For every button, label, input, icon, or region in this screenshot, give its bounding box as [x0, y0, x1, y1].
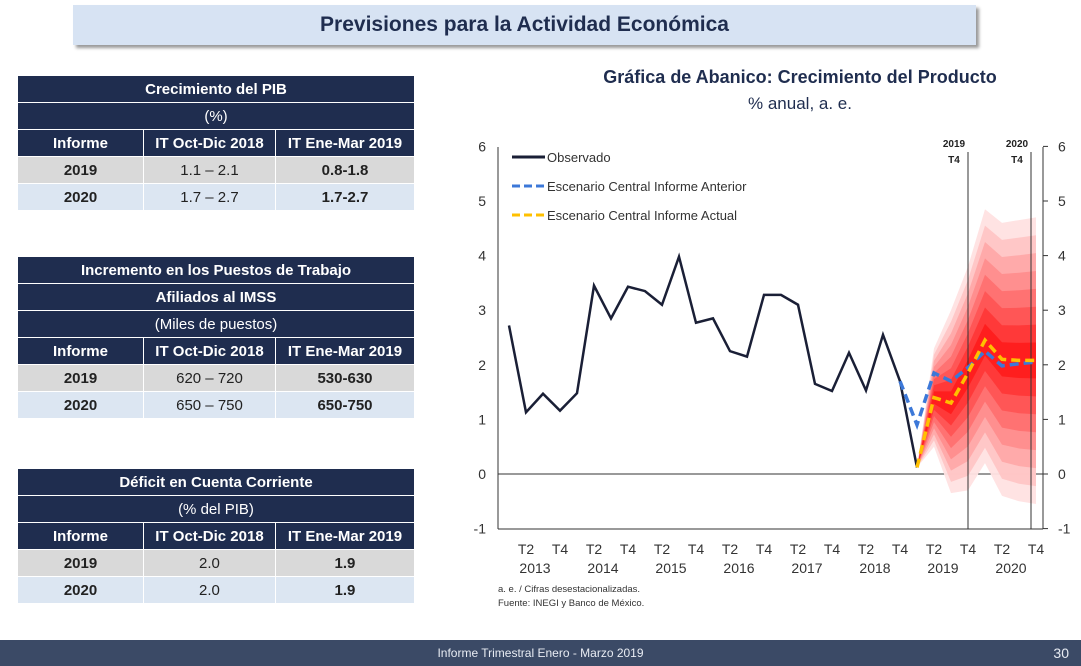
table-row: 2020 2.0 1.9: [17, 576, 416, 604]
x-tick-label: T2: [926, 541, 943, 557]
y-tick-label-left: 6: [478, 138, 486, 154]
x-year-label: 2013: [519, 560, 550, 576]
table-cell: 1.1 – 2.1: [143, 156, 276, 184]
x-tick-label: T4: [892, 541, 909, 557]
footer: Informe Trimestral Enero - Marzo 2019 30: [0, 640, 1081, 666]
marker-quarter: T4: [948, 155, 960, 166]
marker-quarter: T4: [1011, 155, 1023, 166]
footer-text: Informe Trimestral Enero - Marzo 2019: [437, 646, 644, 660]
fan-band: [917, 323, 1036, 468]
series-line-0: [507, 252, 919, 468]
table-cell: 650-750: [274, 391, 416, 419]
y-tick-label-right: 3: [1058, 302, 1066, 318]
y-tick-label-left: 5: [478, 193, 486, 209]
x-year-label: 2018: [859, 560, 890, 576]
imss-table: Incremento en los Puestos de Trabajo Afil…: [17, 256, 416, 419]
y-tick-label-right: 1: [1058, 411, 1066, 427]
column-header: IT Oct-Dic 2018: [143, 522, 276, 550]
y-tick-label-right: -1: [1058, 521, 1071, 537]
table-title: Afiliados al IMSS: [17, 283, 415, 311]
column-header: IT Ene-Mar 2019: [274, 129, 416, 157]
table-cell: 2019: [17, 156, 144, 184]
legend-label: Observado: [547, 150, 611, 165]
table-row: 2019 2.0 1.9: [17, 549, 416, 577]
x-year-label: 2016: [723, 560, 754, 576]
pib-table: Crecimiento del PIB (%) Informe IT Oct-Dic …: [17, 75, 416, 211]
y-tick-label-left: 1: [478, 411, 486, 427]
table-cell: 2020: [17, 576, 144, 604]
series-line-2: [915, 337, 1036, 468]
y-tick-label-right: 0: [1058, 466, 1066, 482]
table-title: (Miles de puestos): [17, 310, 415, 338]
deficit-table: Déficit en Cuenta Corriente (% del PIB) In…: [17, 468, 416, 604]
y-tick-label-right: 4: [1058, 248, 1066, 264]
x-tick-label: T2: [858, 541, 875, 557]
table-cell: 620 – 720: [143, 364, 276, 392]
x-year-label: 2020: [995, 560, 1026, 576]
table-cell: 1.7-2.7: [274, 183, 416, 211]
note-source: Fuente: INEGI y Banco de México.: [498, 598, 645, 609]
table-cell: 2020: [17, 391, 144, 419]
page-title: Previsiones para la Actividad Económica: [73, 5, 976, 45]
table-cell: 1.9: [274, 576, 416, 604]
y-tick-label-left: 4: [478, 248, 486, 264]
column-header: IT Ene-Mar 2019: [274, 522, 416, 550]
table-cell: 0.8-1.8: [274, 156, 416, 184]
x-year-label: 2017: [791, 560, 822, 576]
column-header: IT Oct-Dic 2018: [143, 129, 276, 157]
x-tick-label: T4: [1028, 541, 1045, 557]
table-row: 2020 650 – 750 650-750: [17, 391, 416, 419]
table-cell: 650 – 750: [143, 391, 276, 419]
column-header: Informe: [17, 129, 144, 157]
x-year-label: 2014: [587, 560, 618, 576]
table-row: 2020 1.7 – 2.7 1.7-2.7: [17, 183, 416, 211]
column-header: Informe: [17, 522, 144, 550]
x-tick-label: T4: [960, 541, 977, 557]
y-tick-label-left: 2: [478, 357, 486, 373]
y-tick-label-left: -1: [474, 521, 487, 537]
legend-label: Escenario Central Informe Anterior: [547, 179, 747, 194]
marker-year: 2020: [1006, 139, 1029, 150]
column-header: Informe: [17, 337, 144, 365]
y-tick-label-left: 3: [478, 302, 486, 318]
y-tick-label-right: 6: [1058, 138, 1066, 154]
x-tick-label: T2: [790, 541, 807, 557]
x-tick-label: T2: [654, 541, 671, 557]
page-number: 30: [1053, 645, 1069, 661]
y-tick-label-right: 2: [1058, 357, 1066, 373]
note-ae: a. e. / Cifras desestacionalizadas.: [498, 584, 641, 595]
table-cell: 1.7 – 2.7: [143, 183, 276, 211]
x-tick-label: T4: [824, 541, 841, 557]
table-cell: 530-630: [274, 364, 416, 392]
chart-subtitle: % anual, a. e.: [748, 94, 852, 113]
table-title: Déficit en Cuenta Corriente: [17, 468, 415, 496]
x-year-label: 2015: [655, 560, 686, 576]
table-cell: 1.9: [274, 549, 416, 577]
chart-title: Gráfica de Abanico: Crecimiento del Prod…: [603, 67, 997, 87]
table-title: Incremento en los Puestos de Trabajo: [17, 256, 415, 284]
x-tick-label: T2: [722, 541, 739, 557]
table-cell: 2.0: [143, 549, 276, 577]
x-tick-label: T2: [994, 541, 1011, 557]
x-tick-label: T4: [552, 541, 569, 557]
x-tick-label: T2: [586, 541, 603, 557]
x-tick-label: T2: [518, 541, 535, 557]
x-year-label: 2019: [927, 560, 958, 576]
x-tick-label: T4: [756, 541, 773, 557]
x-tick-label: T4: [620, 541, 637, 557]
y-tick-label-left: 0: [478, 466, 486, 482]
x-tick-label: T4: [688, 541, 705, 557]
marker-year: 2019: [943, 139, 966, 150]
legend-label: Escenario Central Informe Actual: [547, 208, 737, 223]
fan-chart: -1 -10 01 12 23 34 45 56 62019T42020T4ObservadoE…: [474, 138, 1071, 576]
table-row: 2019 1.1 – 2.1 0.8-1.8: [17, 156, 416, 184]
y-tick-label-right: 5: [1058, 193, 1066, 209]
table-cell: 2020: [17, 183, 144, 211]
table-title: Crecimiento del PIB: [17, 75, 415, 103]
